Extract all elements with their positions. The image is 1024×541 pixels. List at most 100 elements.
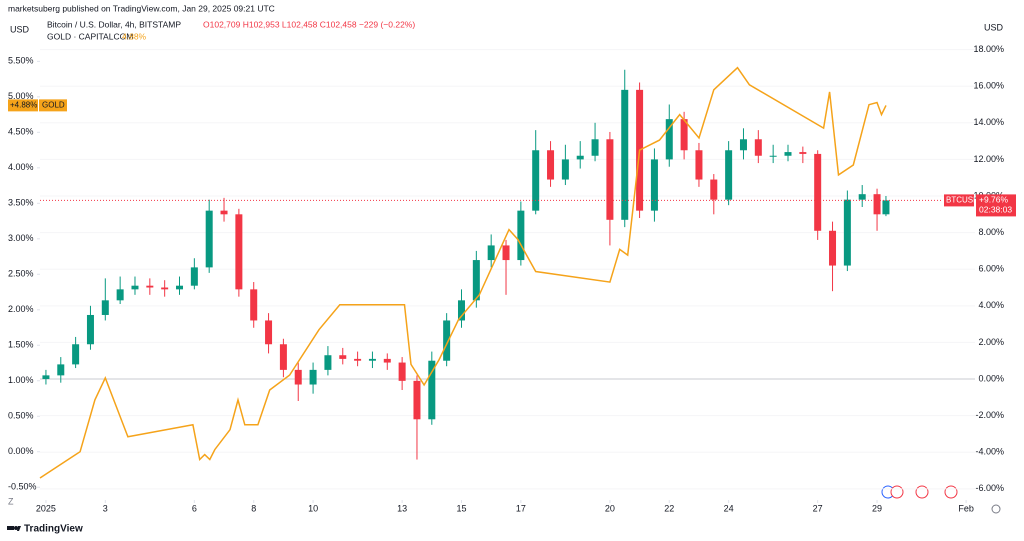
candle-body xyxy=(324,355,332,370)
candle-body xyxy=(131,285,139,290)
candle-body xyxy=(621,89,629,220)
y-tick-label: 1.50% xyxy=(8,340,34,350)
candle-body xyxy=(873,194,881,215)
candle-body xyxy=(457,300,465,321)
candle-body xyxy=(190,267,198,286)
candle-body xyxy=(532,150,540,211)
y2-tick-label: 8.00% xyxy=(978,227,1004,237)
candle-body xyxy=(561,159,569,180)
candle-body xyxy=(784,152,792,156)
candle-body xyxy=(591,139,599,156)
candle-body xyxy=(769,155,777,157)
y2-tick-label: -4.00% xyxy=(975,447,1004,457)
candle-body xyxy=(398,362,406,381)
y-tick-label: 4.50% xyxy=(8,127,34,137)
btc-value-label: +9.76% xyxy=(979,195,1009,205)
candle-body xyxy=(220,210,228,215)
btc-title: Bitcoin / U.S. Dollar, 4h, BITSTAMP xyxy=(47,19,181,29)
y2-tick-label: 18.00% xyxy=(973,44,1004,54)
candle-body xyxy=(101,300,109,315)
candle-body xyxy=(86,314,94,345)
candle-body xyxy=(368,358,376,361)
candle-body xyxy=(339,355,347,359)
left-currency: USD xyxy=(10,24,30,34)
x-tick-label: Feb xyxy=(958,503,974,513)
x-tick-label: 24 xyxy=(724,503,734,513)
x-tick-label: 15 xyxy=(456,503,466,513)
candle-body xyxy=(814,153,822,231)
y2-tick-label: 16.00% xyxy=(973,81,1004,91)
candle-body xyxy=(725,150,733,200)
x-tick-label: 13 xyxy=(397,503,407,513)
footer-logo xyxy=(7,526,21,531)
y-tick-label: -0.50% xyxy=(8,482,37,492)
candle-body xyxy=(754,139,762,156)
x-tick-label: 29 xyxy=(872,503,882,513)
candle-body xyxy=(72,344,80,365)
candle-body xyxy=(695,150,703,180)
y-tick-label: 5.00% xyxy=(8,91,34,101)
candle-body xyxy=(250,289,258,321)
candle-body xyxy=(472,260,480,301)
candle-body xyxy=(547,150,555,180)
candle-body xyxy=(116,289,124,301)
y2-tick-label: 6.00% xyxy=(978,264,1004,274)
btc-ohlc: O102,709 H102,953 L102,458 C102,458 −229… xyxy=(203,19,415,29)
y2-tick-label: 12.00% xyxy=(973,154,1004,164)
zoom-button[interactable]: Z xyxy=(8,496,14,506)
y2-tick-label: -6.00% xyxy=(975,483,1004,493)
candle-body xyxy=(650,159,658,211)
settings-icon[interactable] xyxy=(991,504,1001,514)
y2-tick-label: 14.00% xyxy=(973,117,1004,127)
candle-body xyxy=(354,358,362,361)
right-currency: USD xyxy=(984,22,1004,32)
y-tick-label: 1.00% xyxy=(8,375,34,385)
y-tick-label: 3.00% xyxy=(8,233,34,243)
btc-value-box xyxy=(976,194,1016,217)
gold-value: 4.88% xyxy=(122,31,147,41)
candle-body xyxy=(235,214,243,290)
candle-body xyxy=(383,358,391,363)
candle-body xyxy=(882,200,890,215)
x-tick-label: 22 xyxy=(664,503,674,513)
x-tick-label: 17 xyxy=(516,503,526,513)
y2-tick-label: 2.00% xyxy=(978,337,1004,347)
btc-label-box xyxy=(944,194,974,207)
candle-body xyxy=(843,199,851,266)
gold-value-label: +4.88% xyxy=(10,100,37,109)
candle-body xyxy=(176,285,184,290)
candle-body xyxy=(710,179,718,200)
candle-body xyxy=(413,380,421,420)
candle-body xyxy=(265,320,273,345)
y-tick-label: 2.50% xyxy=(8,269,34,279)
gold-name-label: GOLD xyxy=(42,100,65,109)
x-tick-label: 20 xyxy=(605,503,615,513)
candle-body xyxy=(146,285,154,288)
x-tick-label: 27 xyxy=(813,503,823,513)
candle-body xyxy=(294,369,302,385)
y-tick-label: 2.00% xyxy=(8,304,34,314)
candle-body xyxy=(739,139,747,151)
candle-body xyxy=(428,360,436,420)
candle-body xyxy=(502,245,510,261)
x-tick-label: 8 xyxy=(251,503,256,513)
candle-body xyxy=(665,119,673,160)
candle-body xyxy=(487,245,495,261)
candle-body xyxy=(799,152,807,154)
y-tick-label: 0.50% xyxy=(8,411,34,421)
candle-body xyxy=(606,139,614,220)
candle-body xyxy=(680,119,688,151)
candle-body xyxy=(309,369,317,385)
gold-name-box xyxy=(39,99,67,112)
btc-countdown: 02:38:03 xyxy=(979,205,1012,215)
y-tick-label: 4.00% xyxy=(8,162,34,172)
y2-tick-label: 0.00% xyxy=(978,373,1004,383)
candle-body xyxy=(443,320,451,361)
gold-title: GOLD · CAPITALCOM xyxy=(47,31,133,41)
y-tick-label: 5.50% xyxy=(8,56,34,66)
candle-body xyxy=(161,287,169,290)
candle-body xyxy=(829,230,837,266)
candle-body xyxy=(517,210,525,261)
